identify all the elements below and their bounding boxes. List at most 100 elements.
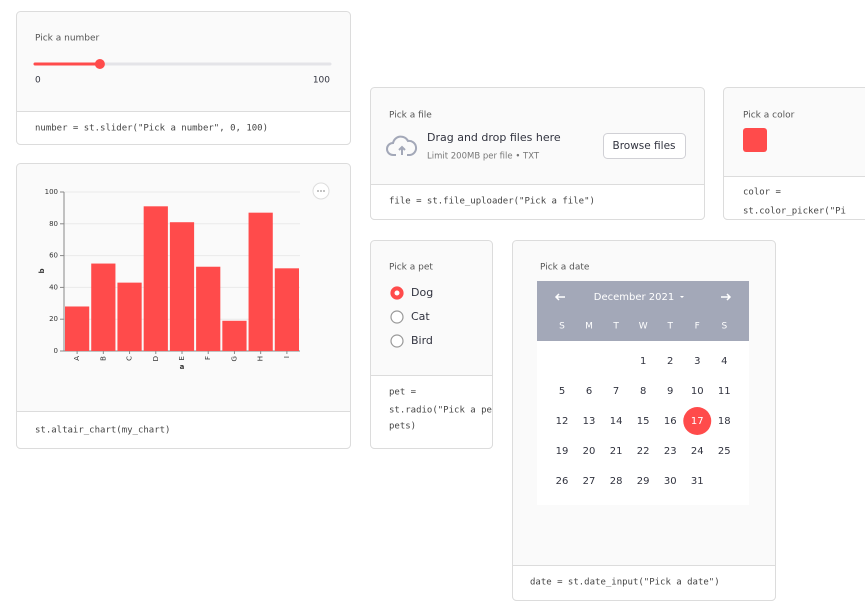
code: pets)	[389, 422, 416, 432]
next-month[interactable]	[721, 293, 732, 301]
day[interactable]: 25	[718, 446, 731, 457]
day[interactable]: 15	[637, 416, 650, 427]
day[interactable]: 29	[637, 476, 650, 487]
y-axis-title: b	[38, 268, 46, 273]
radio-option[interactable]: Bird	[411, 334, 433, 347]
x-axis-title: a	[180, 363, 185, 371]
day[interactable]: 22	[637, 446, 650, 457]
browse-button-label[interactable]: Browse files	[612, 140, 675, 152]
y-tick-label: 60	[49, 252, 58, 260]
code-area	[512, 565, 776, 601]
radio-circle[interactable]	[390, 334, 404, 348]
weekday: S	[559, 322, 565, 332]
day[interactable]: 2	[667, 356, 673, 367]
x-tick-label: C	[126, 356, 134, 361]
chart-menu[interactable]	[312, 182, 330, 200]
y-tick-label: 0	[54, 347, 58, 355]
y-tick-label: 100	[45, 188, 58, 196]
radio-option[interactable]: Dog	[411, 286, 433, 299]
bar	[248, 212, 273, 351]
y-tick-label: 20	[49, 315, 58, 323]
color-swatch[interactable]	[743, 128, 767, 152]
weekday: M	[585, 322, 593, 332]
day[interactable]: 26	[556, 476, 569, 487]
day[interactable]: 24	[691, 446, 704, 457]
radio-option[interactable]: Cat	[411, 310, 430, 323]
weekday: F	[695, 322, 700, 332]
file-label: Pick a file	[389, 111, 432, 121]
day[interactable]: 19	[556, 446, 569, 457]
day[interactable]: 31	[691, 476, 704, 487]
weekday: S	[721, 322, 727, 332]
cloud	[386, 135, 418, 156]
prev-month[interactable]	[554, 293, 565, 301]
month-label[interactable]: December 2021	[594, 292, 674, 303]
y-tick-label: 40	[49, 283, 58, 291]
x-tick-label: I	[283, 356, 291, 358]
day[interactable]: 20	[583, 446, 596, 457]
arrow	[398, 145, 406, 155]
day[interactable]: 3	[694, 356, 700, 367]
bar	[222, 320, 247, 351]
bar	[65, 306, 90, 351]
bar	[274, 268, 299, 351]
code: st.altair_chart(my_chart)	[35, 426, 170, 436]
x-tick-label: A	[73, 356, 81, 361]
code: file = st.file_uploader("Pick a file")	[389, 197, 595, 207]
day[interactable]: 6	[586, 386, 592, 397]
day[interactable]: 8	[640, 386, 646, 397]
dot	[320, 190, 322, 192]
x-tick-label: H	[257, 356, 265, 361]
browse-button[interactable]	[603, 133, 686, 159]
radio-label: Pick a pet	[389, 263, 433, 273]
day[interactable]: 27	[583, 476, 596, 487]
drop-title: Drag and drop files here	[427, 131, 561, 144]
day[interactable]: 13	[583, 416, 596, 427]
day[interactable]: 14	[610, 416, 623, 427]
bar	[169, 222, 195, 351]
day[interactable]: 16	[664, 416, 677, 427]
x-tick-label: D	[152, 356, 160, 361]
x-tick-label: E	[178, 356, 186, 360]
day[interactable]: 11	[718, 386, 731, 397]
day[interactable]: 30	[664, 476, 677, 487]
day[interactable]: 4	[721, 356, 727, 367]
day[interactable]: 23	[664, 446, 677, 457]
month-caret[interactable]	[680, 296, 684, 298]
day[interactable]: 18	[718, 416, 731, 427]
day[interactable]: 17	[691, 416, 704, 427]
weekday: W	[639, 322, 648, 332]
code-area	[370, 184, 705, 220]
day[interactable]: 10	[691, 386, 704, 397]
x-tick-label: G	[230, 356, 238, 361]
x-tick-label: B	[99, 356, 107, 361]
x-tick-label: F	[204, 356, 212, 360]
calendar-nav	[554, 293, 732, 301]
dot	[317, 190, 319, 192]
day[interactable]: 12	[556, 416, 569, 427]
code-area	[723, 176, 865, 220]
slider-min: 0	[35, 76, 41, 86]
day[interactable]: 1	[640, 356, 646, 367]
code: date = st.date_input("Pick a date")	[530, 578, 720, 588]
cloud-icon	[386, 135, 418, 156]
radio-circle[interactable]	[390, 310, 404, 324]
day[interactable]: 5	[559, 386, 565, 397]
bar	[196, 266, 221, 351]
code-area	[16, 411, 351, 449]
bar	[91, 263, 116, 351]
day[interactable]: 9	[667, 386, 673, 397]
day[interactable]: 7	[613, 386, 619, 397]
code-area	[370, 375, 493, 449]
selected-day	[683, 407, 712, 435]
date-label: Pick a date	[540, 263, 590, 273]
day[interactable]: 21	[610, 446, 623, 457]
weekday: T	[666, 322, 673, 332]
y-tick-label: 80	[49, 220, 58, 228]
slider-handle[interactable]	[94, 59, 105, 69]
day[interactable]: 28	[610, 476, 623, 487]
code: number = st.slider("Pick a number", 0, 1…	[35, 124, 268, 134]
code: color =	[743, 188, 782, 198]
